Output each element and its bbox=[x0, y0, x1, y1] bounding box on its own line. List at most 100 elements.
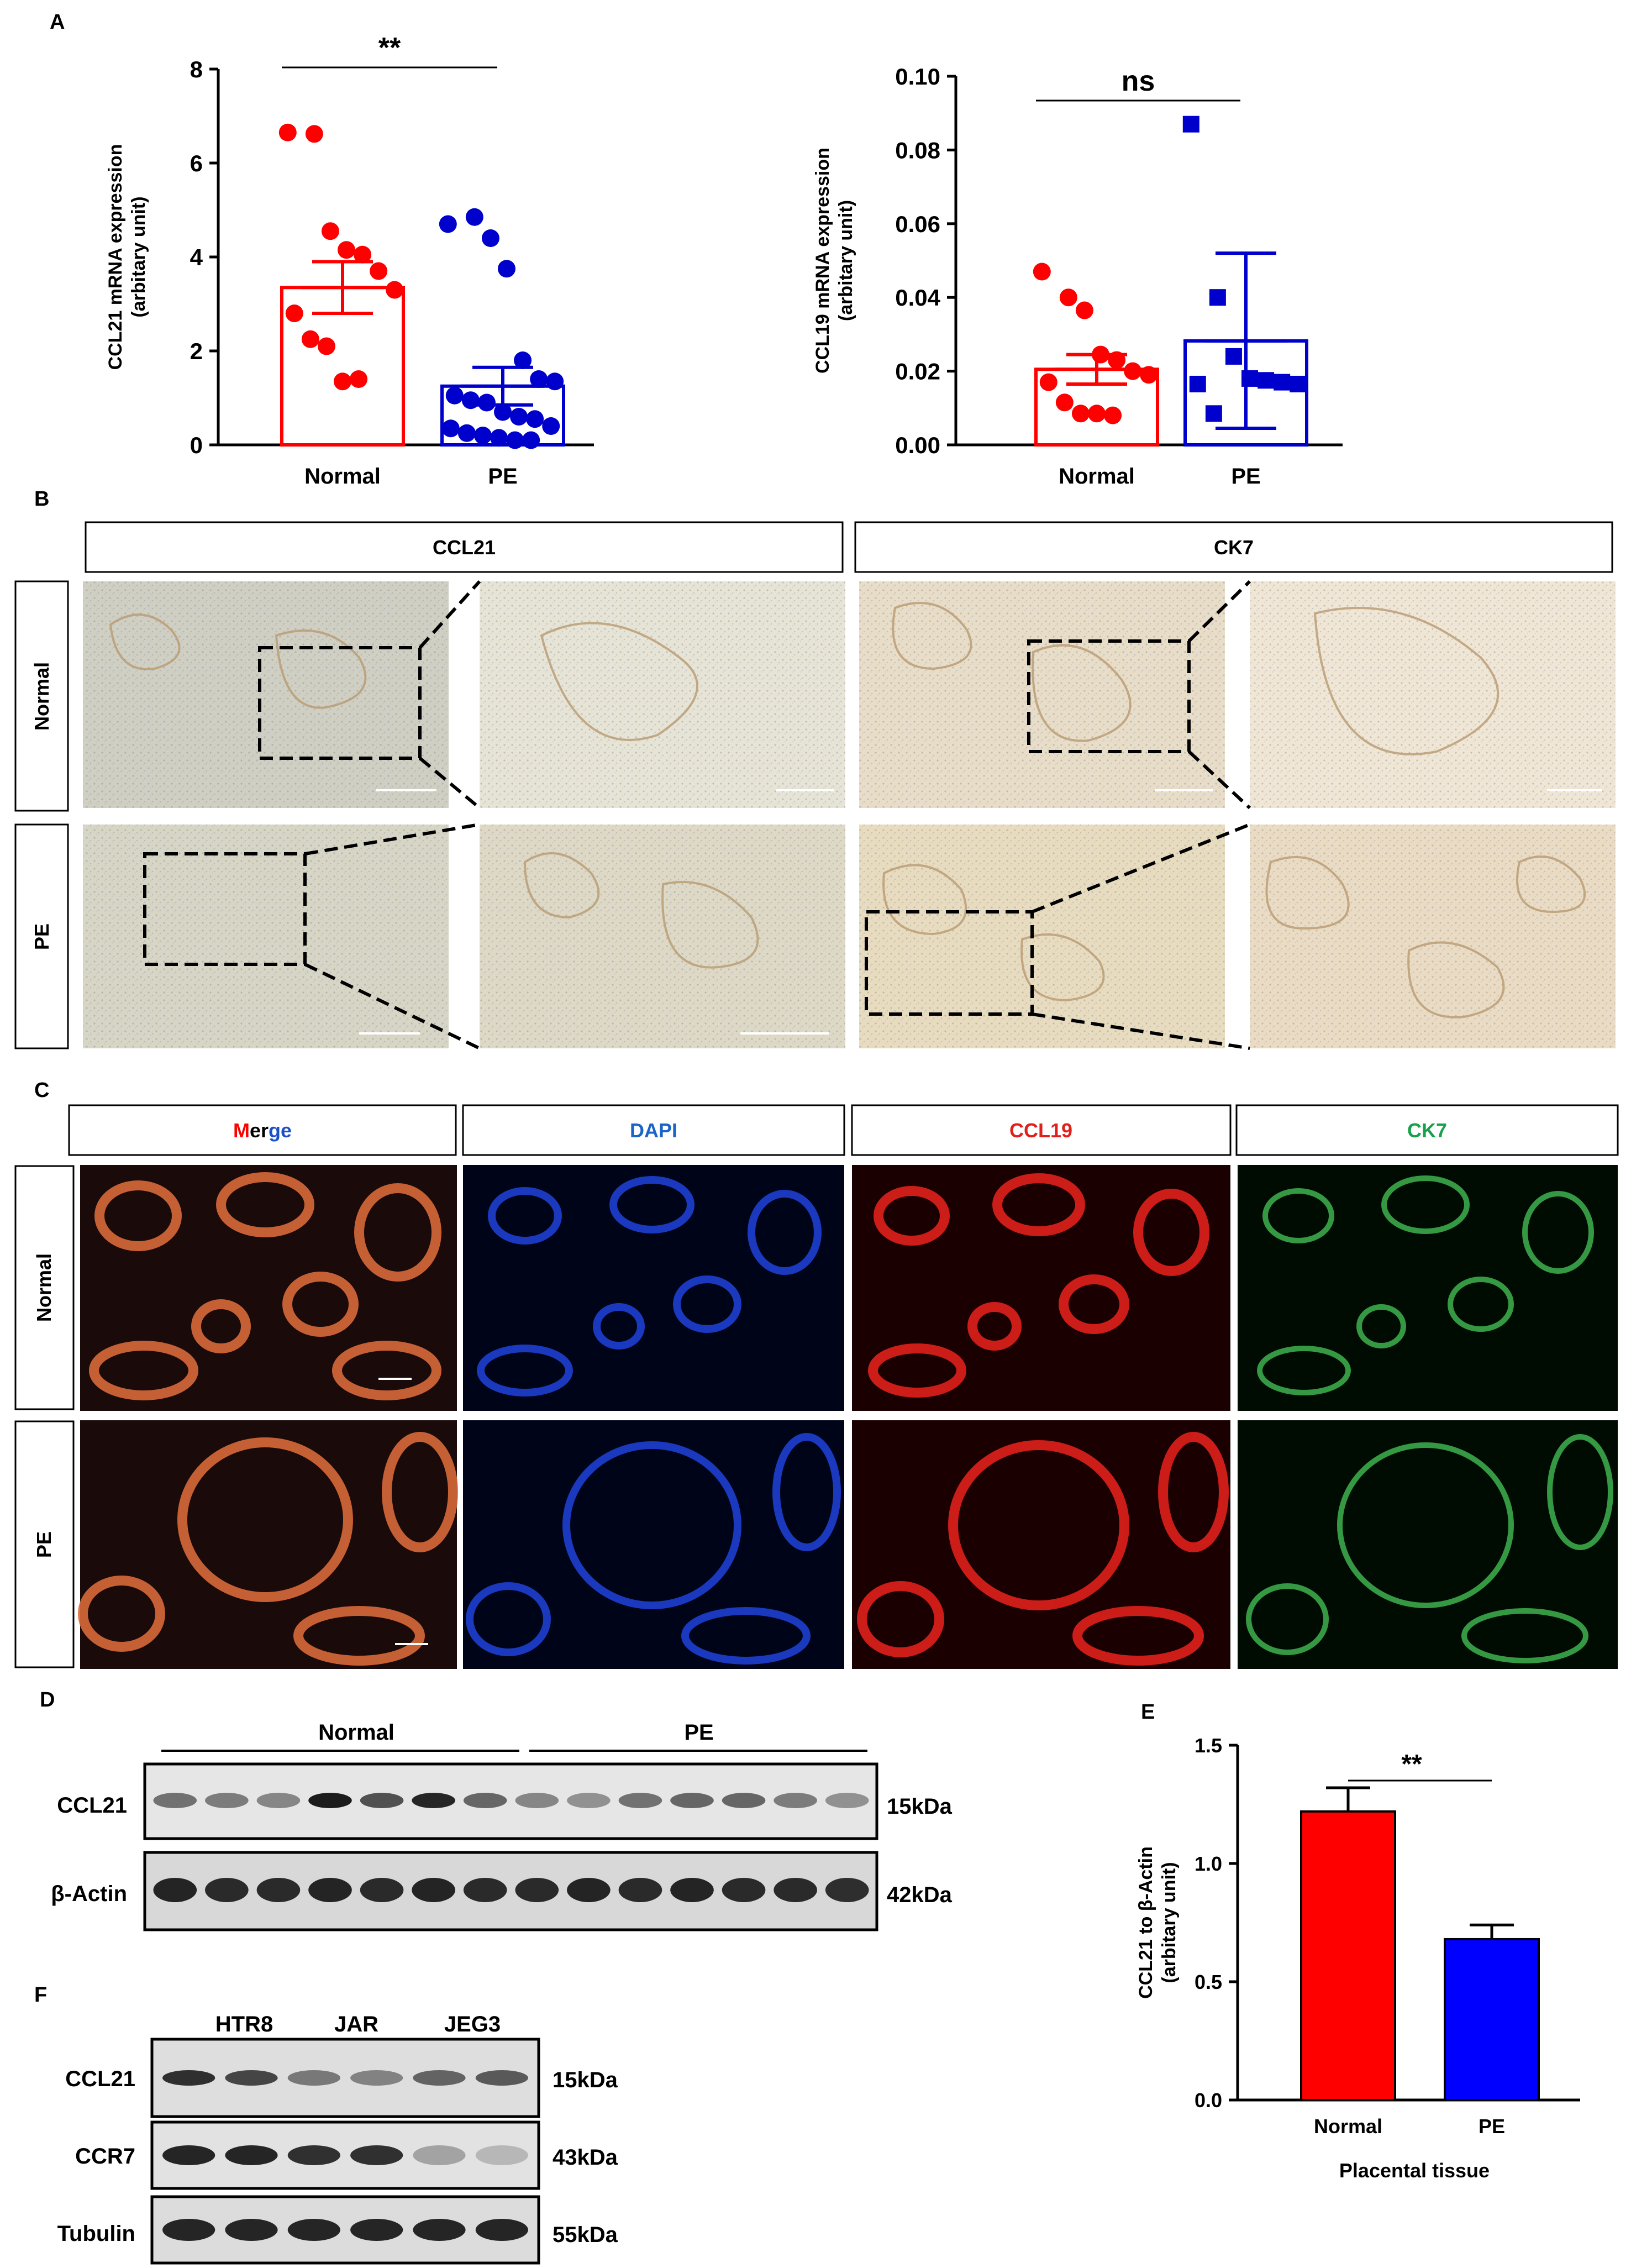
chart-a1-xtick-label: PE bbox=[488, 464, 517, 489]
blot-band-actin-d bbox=[670, 1878, 714, 1902]
header-dapi: DAPI bbox=[630, 1119, 677, 1142]
panel-label-b: B bbox=[34, 487, 49, 511]
blot-band-ccr7-f bbox=[162, 2145, 215, 2165]
row-box-normal-b bbox=[14, 580, 69, 812]
chart-a2-ytick-label: 0.08 bbox=[895, 137, 940, 163]
chart-a2-point bbox=[1124, 362, 1142, 380]
chart-a1-ytick-label: 2 bbox=[190, 338, 203, 364]
blot-label-ccl21-d: CCL21 bbox=[57, 1793, 127, 1818]
row-box-pe-c bbox=[14, 1420, 75, 1668]
blot-band-tubulin-f bbox=[225, 2219, 278, 2241]
panel-label-f: F bbox=[34, 1983, 47, 2007]
if-merge-pe bbox=[80, 1420, 457, 1669]
chart-a2-point bbox=[1241, 370, 1258, 387]
chart-a1-point bbox=[317, 337, 335, 355]
bands-actin-d bbox=[153, 1878, 869, 1902]
blot-band-ccr7-f bbox=[287, 2145, 340, 2165]
chart-a1-ytick-label: 8 bbox=[190, 56, 203, 82]
blot-band-actin-d bbox=[256, 1878, 301, 1902]
chart-e-xtick-label: PE bbox=[1479, 2115, 1505, 2138]
header-box-ccl21 bbox=[85, 521, 844, 573]
chart-a2-point bbox=[1088, 405, 1106, 423]
blot-band-ccl21-f bbox=[350, 2070, 403, 2086]
chart-a2-ytick-label: 0.06 bbox=[895, 211, 940, 237]
header-ck7-c: CK7 bbox=[1407, 1119, 1447, 1142]
chart-a1-point bbox=[439, 215, 457, 233]
blot-label-ccr7-f: CCR7 bbox=[75, 2144, 135, 2169]
row-box-pe-b bbox=[14, 823, 69, 1049]
panel-d: Normal PE CCL21 15kDa β-Actin 42kDa bbox=[51, 1720, 953, 1931]
blot-ccl21-d bbox=[143, 1762, 878, 1840]
if-merge-normal bbox=[80, 1165, 457, 1411]
chart-e-ylabel-line1: CCL21 to β-Actin bbox=[1135, 1846, 1156, 1999]
blot-band-ccl21-d bbox=[412, 1793, 455, 1808]
chart-a2-point bbox=[1108, 351, 1126, 369]
panel-f: HTR8 JAR JEG3 CCL21 15kDa CCR7 43kDa Tub… bbox=[57, 2012, 618, 2265]
chart-a1-point bbox=[494, 403, 512, 421]
chart-ccl19-mrna: 0.00 0.02 0.04 0.06 0.08 0.10 CCL19 mRNA expre… bbox=[812, 64, 1343, 489]
blot-band-actin-d bbox=[515, 1878, 559, 1902]
blot-band-tubulin-f bbox=[475, 2219, 528, 2241]
blot-band-actin-d bbox=[153, 1878, 197, 1902]
header-ck7: CK7 bbox=[1214, 536, 1254, 559]
chart-a1-ytick-label: 6 bbox=[190, 150, 203, 176]
panel-label-c: C bbox=[34, 1079, 49, 1102]
chart-a2-ylabel-line2: (arbitary unit) bbox=[835, 200, 856, 321]
chart-a2-point bbox=[1258, 372, 1275, 389]
merge-letter-g: g bbox=[269, 1119, 281, 1142]
blot-band-actin-d bbox=[825, 1878, 869, 1902]
blot-band-actin-d bbox=[205, 1878, 249, 1902]
blot-ccl21-f bbox=[150, 2038, 540, 2118]
blot-band-ccl21-d bbox=[205, 1793, 249, 1808]
chart-a2-point bbox=[1274, 374, 1291, 391]
blot-band-ccl21-f bbox=[287, 2070, 340, 2086]
merge-letter-m: M bbox=[233, 1119, 250, 1142]
blot-band-ccr7-f bbox=[413, 2145, 466, 2165]
blot-band-ccl21-d bbox=[825, 1793, 869, 1808]
chart-a1-point bbox=[506, 431, 524, 449]
chart-a1-point bbox=[370, 262, 388, 280]
group-label-pe-d: PE bbox=[684, 1720, 713, 1745]
chart-a2-point bbox=[1205, 405, 1222, 422]
blot-band-actin-d bbox=[774, 1878, 817, 1902]
chart-a1-point bbox=[481, 229, 499, 247]
header-box-dapi bbox=[462, 1104, 845, 1156]
chart-a2-point bbox=[1071, 405, 1090, 423]
panel-label-e: E bbox=[1141, 1700, 1155, 1724]
blot-band-actin-d bbox=[463, 1878, 507, 1902]
bands-ccr7-f bbox=[162, 2145, 528, 2165]
chart-a2-xtick-label: PE bbox=[1231, 464, 1260, 489]
chart-a1-ylabel-line1: CCL21 mRNA expression bbox=[105, 144, 126, 370]
chart-e-ytick-label: 0.0 bbox=[1195, 2089, 1222, 2112]
blot-band-actin-d bbox=[412, 1878, 455, 1902]
blot-size-ccl21-d: 15kDa bbox=[887, 1794, 953, 1819]
chart-a1-point bbox=[386, 281, 404, 299]
scale-bars-b bbox=[359, 789, 1602, 1035]
blot-band-tubulin-f bbox=[350, 2219, 403, 2241]
chart-a1-xtick-label: Normal bbox=[304, 464, 381, 489]
chart-e-xlabel: Placental tissue bbox=[1339, 2159, 1490, 2182]
blot-size-tubulin-f: 55kDa bbox=[553, 2223, 618, 2247]
header-ccl19: CCL19 bbox=[1009, 1119, 1072, 1142]
chart-a2-ylabel: CCL19 mRNA expression (arbitary unit) bbox=[812, 148, 856, 374]
row-label-normal-b: Normal bbox=[30, 662, 53, 731]
chart-a2-ytick-label: 0.04 bbox=[895, 285, 940, 311]
blot-band-ccl21-f bbox=[225, 2070, 278, 2086]
chart-ccl21-mrna: 0 2 4 6 8 CCL21 mRNA expression (arbitary unit… bbox=[105, 32, 594, 489]
chart-a2-point bbox=[1189, 375, 1206, 392]
chart-e-ytick-label: 1.5 bbox=[1195, 1734, 1222, 1757]
chart-a1-point bbox=[457, 424, 476, 442]
chart-a1-point bbox=[530, 370, 548, 388]
chart-a1-point bbox=[498, 260, 515, 278]
chart-a1-ytick-label: 0 bbox=[190, 432, 203, 458]
blot-band-ccl21-d bbox=[256, 1793, 301, 1808]
chart-a1-point bbox=[526, 410, 544, 428]
blot-band-ccl21-f bbox=[475, 2070, 528, 2086]
chart-a1-point bbox=[546, 372, 564, 391]
chart-e-ylabel-line2: (arbitary unit) bbox=[1159, 1862, 1180, 1983]
chart-a2-point bbox=[1290, 375, 1307, 392]
chart-a1-point bbox=[522, 431, 540, 449]
blot-band-ccl21-d bbox=[618, 1793, 662, 1808]
header-box-ccl19 bbox=[851, 1104, 1232, 1156]
panel-label-a: A bbox=[50, 11, 65, 34]
